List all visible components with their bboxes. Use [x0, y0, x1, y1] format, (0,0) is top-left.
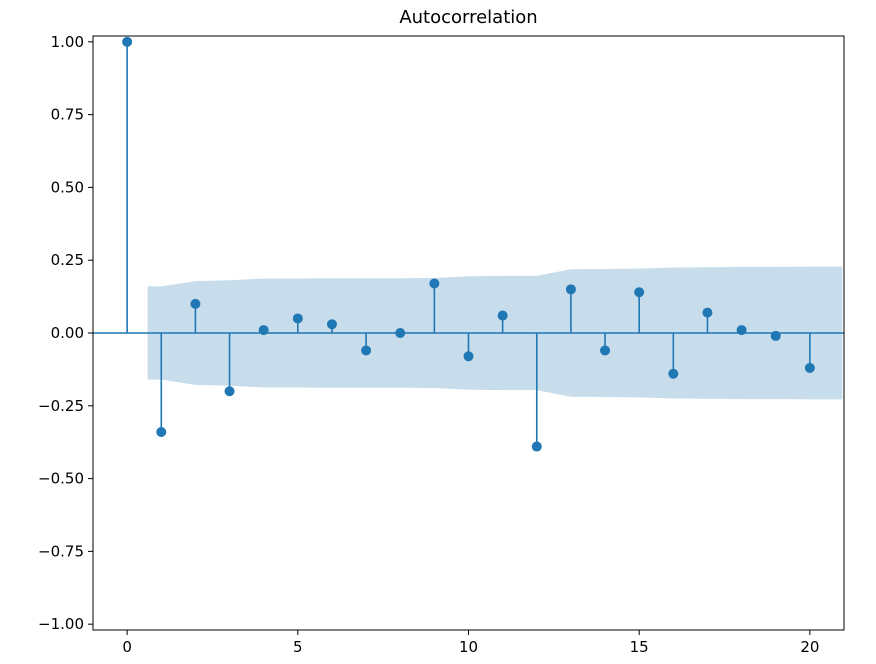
acf-marker-lag-16 [668, 368, 679, 379]
x-tick-label: 15 [630, 638, 649, 656]
x-tick-label: 0 [122, 638, 132, 656]
acf-marker-lag-9 [429, 278, 440, 289]
x-tick-label: 5 [293, 638, 303, 656]
y-tick-label: 0.25 [51, 251, 84, 269]
acf-marker-lag-12 [531, 441, 542, 452]
acf-marker-lag-13 [565, 284, 576, 295]
acf-marker-lag-4 [258, 325, 269, 336]
acf-marker-lag-18 [736, 325, 747, 336]
acf-marker-lag-1 [156, 427, 167, 437]
y-tick-label: 0.75 [51, 106, 84, 124]
acf-marker-lag-7 [361, 345, 372, 356]
acf-marker-lag-6 [326, 319, 337, 330]
acf-marker-lag-3 [224, 386, 235, 397]
chart-title: Autocorrelation [399, 7, 538, 28]
y-tick-label: −0.25 [38, 397, 84, 415]
acf-marker-lag-5 [292, 313, 303, 324]
x-tick-label: 10 [459, 638, 478, 656]
acf-marker-lag-0 [122, 36, 133, 47]
y-tick-label: −1.00 [38, 615, 84, 633]
acf-marker-lag-10 [463, 351, 474, 362]
y-tick-label: 0.50 [51, 178, 84, 196]
y-tick-label: −0.50 [38, 470, 84, 488]
acf-marker-lag-19 [770, 330, 781, 341]
acf-marker-lag-14 [600, 345, 611, 356]
acf-marker-lag-15 [634, 287, 645, 298]
acf-marker-lag-11 [497, 310, 508, 321]
x-tick-label: 20 [800, 638, 819, 656]
y-tick-label: 0.00 [51, 324, 84, 342]
y-tick-label: −0.75 [38, 542, 84, 560]
acf-marker-lag-17 [702, 307, 713, 318]
acf-marker-lag-8 [395, 328, 406, 338]
acf-marker-lag-20 [804, 362, 815, 373]
acf-marker-lag-2 [190, 298, 201, 309]
y-tick-label: 1.00 [51, 33, 84, 51]
